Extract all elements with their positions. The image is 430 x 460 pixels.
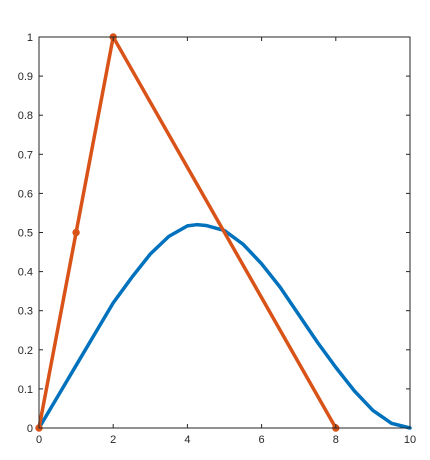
y-tick-label: 0.7 xyxy=(18,149,33,161)
x-tick-label: 4 xyxy=(184,434,190,446)
y-tick-label: 0.8 xyxy=(18,110,33,122)
y-tick-label: 0.6 xyxy=(18,188,33,200)
x-tick-label: 0 xyxy=(36,434,42,446)
x-axis: 0 2 4 6 8 10 xyxy=(36,37,416,446)
y-axis: 0 0.1 0.2 0.3 0.4 0.5 0.6 0.7 0.8 0.9 1 xyxy=(18,32,410,435)
x-tick-label: 2 xyxy=(110,434,116,446)
y-tick-label: 0.9 xyxy=(18,71,33,83)
y-tick-label: 0.2 xyxy=(18,345,33,357)
y-tick-label: 0.5 xyxy=(18,228,33,240)
series-line-2 xyxy=(37,35,338,430)
y-tick-label: 0 xyxy=(27,423,33,435)
series-2-point xyxy=(72,228,80,237)
x-tick-label: 8 xyxy=(333,434,339,446)
series-line-1 xyxy=(37,222,412,430)
y-tick-label: 0.4 xyxy=(18,267,33,279)
y-tick-label: 0.1 xyxy=(18,384,33,396)
y-tick-label: 0.3 xyxy=(18,306,33,318)
y-tick-label: 1 xyxy=(27,32,33,44)
x-tick-label: 6 xyxy=(259,434,265,446)
x-tick-label: 10 xyxy=(404,434,416,446)
